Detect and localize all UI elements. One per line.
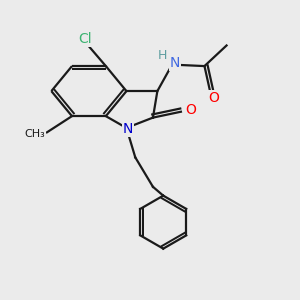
Text: N: N [123, 122, 133, 136]
Text: O: O [185, 103, 196, 117]
Text: Cl: Cl [78, 32, 92, 46]
Text: N: N [170, 56, 180, 70]
Text: H: H [158, 49, 167, 62]
Text: CH₃: CH₃ [24, 129, 45, 139]
Text: O: O [208, 92, 219, 106]
